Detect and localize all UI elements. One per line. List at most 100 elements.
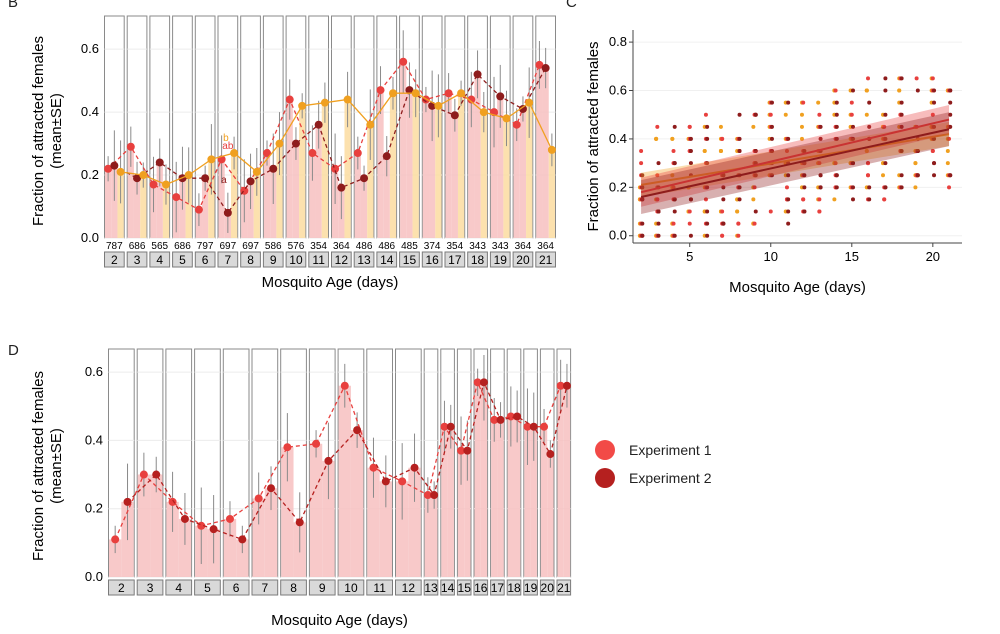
x-axis-label: Mosquito Age (days) bbox=[262, 274, 399, 291]
scatter-point bbox=[656, 233, 661, 238]
data-point bbox=[298, 101, 307, 110]
scatter-point bbox=[769, 136, 774, 141]
scatter-point bbox=[720, 233, 725, 238]
scatter-point bbox=[640, 233, 645, 238]
x-tick-label: 8 bbox=[247, 253, 254, 267]
data-point bbox=[295, 518, 304, 527]
scatter-point bbox=[705, 161, 710, 166]
scatter-point bbox=[655, 197, 660, 202]
scatter-point bbox=[882, 124, 887, 129]
scatter-point bbox=[705, 185, 710, 190]
x-tick-label: 12 bbox=[402, 581, 416, 595]
scatter-point bbox=[932, 161, 937, 166]
x-tick-label: 16 bbox=[474, 581, 488, 595]
data-point bbox=[541, 64, 550, 73]
scatter-point bbox=[802, 149, 807, 154]
bar bbox=[406, 90, 413, 239]
scatter-point bbox=[899, 76, 904, 81]
y-tick-label: 0.2 bbox=[609, 179, 627, 194]
x-tick-label: 6 bbox=[202, 253, 209, 267]
scatter-point bbox=[849, 112, 854, 117]
legend-label-experiment-2: Experiment 2 bbox=[629, 470, 712, 486]
significance-letter: ab bbox=[222, 141, 234, 152]
scatter-point bbox=[671, 185, 676, 190]
data-point bbox=[194, 205, 203, 214]
x-tick-label: 7 bbox=[262, 581, 269, 595]
bar bbox=[441, 426, 448, 577]
scatter-point bbox=[801, 100, 806, 105]
bar bbox=[497, 419, 504, 577]
scatter-point bbox=[867, 197, 872, 202]
bar bbox=[451, 115, 458, 238]
scatter-point bbox=[705, 124, 710, 129]
scatter-point bbox=[768, 209, 773, 214]
bar bbox=[474, 382, 481, 577]
scatter-point bbox=[817, 161, 822, 166]
scatter-point bbox=[705, 221, 710, 226]
x-tick-label: 15 bbox=[403, 253, 417, 267]
data-point bbox=[405, 86, 414, 95]
data-point bbox=[473, 378, 482, 387]
sample-size-label: 364 bbox=[333, 241, 350, 252]
scatter-point bbox=[753, 112, 758, 117]
scatter-point bbox=[913, 161, 918, 166]
y-axis-label: Fraction of attracted females bbox=[585, 41, 602, 231]
scatter-point bbox=[948, 173, 953, 178]
scatter-point bbox=[688, 161, 693, 166]
bar bbox=[185, 175, 192, 238]
x-tick-label: 13 bbox=[357, 253, 371, 267]
x-tick-label: 9 bbox=[319, 581, 326, 595]
scatter-point bbox=[736, 233, 741, 238]
sample-size-label: 486 bbox=[378, 241, 395, 252]
x-tick-label: 17 bbox=[491, 581, 505, 595]
scatter-point bbox=[786, 173, 791, 178]
bar bbox=[133, 178, 141, 238]
data-point bbox=[502, 114, 511, 123]
bar bbox=[140, 175, 147, 238]
scatter-point bbox=[786, 100, 791, 105]
x-tick-label: 9 bbox=[270, 253, 277, 267]
y-tick-label: 0.6 bbox=[609, 83, 627, 98]
panel-label-b: B bbox=[8, 0, 19, 11]
data-point bbox=[111, 535, 120, 544]
bar bbox=[338, 385, 351, 577]
y-axis-label: Fraction of attracted females(mean±SE) bbox=[30, 36, 65, 226]
bar bbox=[322, 460, 335, 577]
x-tick-label: 19 bbox=[524, 581, 538, 595]
data-point bbox=[123, 497, 132, 506]
scatter-point bbox=[834, 185, 839, 190]
facet-strip bbox=[366, 579, 393, 596]
scatter-point bbox=[850, 161, 855, 166]
x-tick-label: 3 bbox=[147, 581, 154, 595]
x-tick-label: 3 bbox=[134, 253, 141, 267]
data-point bbox=[490, 415, 499, 424]
facet-strip bbox=[506, 579, 522, 596]
facet-strip bbox=[165, 579, 193, 596]
data-point bbox=[450, 111, 459, 120]
data-point bbox=[320, 98, 329, 107]
scatter-point bbox=[930, 149, 935, 154]
y-tick-label: 0.0 bbox=[609, 228, 627, 243]
bar bbox=[383, 156, 390, 238]
scatter-point bbox=[913, 185, 918, 190]
data-point bbox=[381, 477, 390, 486]
legend-label-experiment-1: Experiment 1 bbox=[629, 442, 712, 458]
data-point bbox=[161, 180, 170, 189]
bar bbox=[109, 539, 122, 577]
scatter-point bbox=[801, 197, 806, 202]
data-point bbox=[388, 89, 397, 98]
scatter-point bbox=[850, 197, 855, 202]
scatter-point bbox=[867, 124, 872, 129]
scatter-point bbox=[753, 173, 758, 178]
bar bbox=[354, 153, 361, 238]
scatter-point bbox=[850, 136, 855, 141]
scatter-point bbox=[948, 112, 953, 117]
facet-strip bbox=[280, 579, 307, 596]
scatter-point bbox=[639, 161, 644, 166]
scatter-point bbox=[947, 185, 952, 190]
bar bbox=[309, 153, 316, 238]
scatter-point bbox=[737, 136, 742, 141]
data-point bbox=[423, 491, 432, 500]
bar bbox=[315, 124, 322, 238]
sample-size-label: 354 bbox=[447, 241, 464, 252]
